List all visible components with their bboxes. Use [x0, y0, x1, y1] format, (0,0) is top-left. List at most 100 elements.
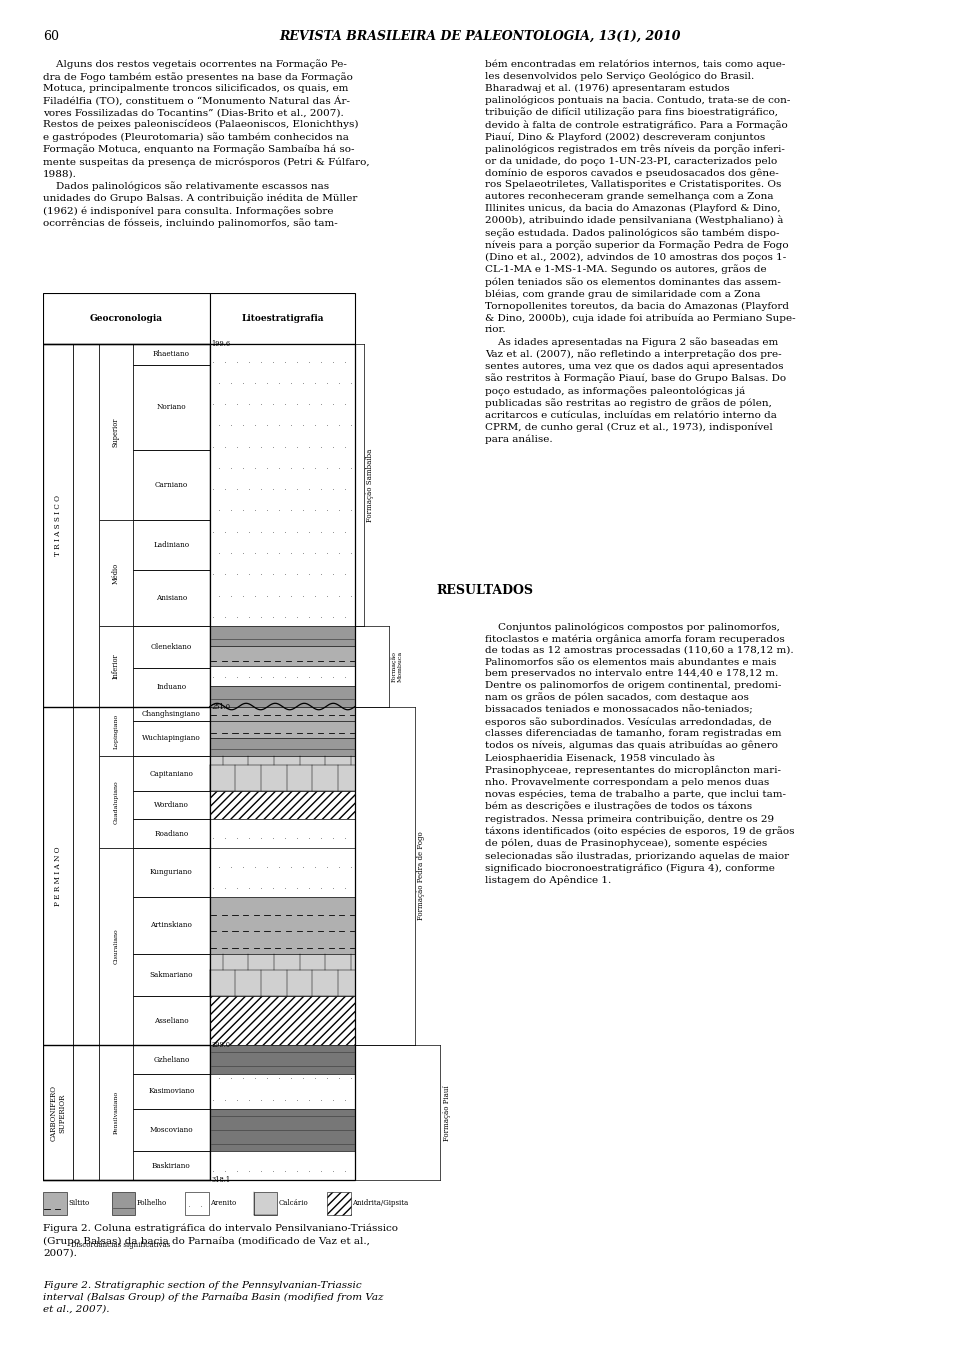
Text: Olenekiano: Olenekiano [151, 643, 192, 651]
Bar [210, 646, 355, 666]
Text: P E R M I A N O: P E R M I A N O [54, 847, 62, 906]
Bar [132, 570, 210, 625]
Text: Cisuraliano: Cisuraliano [113, 929, 118, 964]
Text: Moscoviano: Moscoviano [150, 1126, 193, 1134]
Text: Figure 2. Stratigraphic section of the Pennsylvanian-Triassic
interval (Balsas G: Figure 2. Stratigraphic section of the P… [43, 1281, 384, 1313]
Bar [99, 1046, 132, 1181]
Bar [132, 344, 210, 365]
Bar [210, 293, 355, 344]
Bar [43, 1046, 73, 1181]
Text: 318.1: 318.1 [211, 1177, 230, 1185]
Bar [132, 669, 210, 706]
Text: bém encontradas em relatórios internos, tais como aque-
les desenvolvidos pelo S: bém encontradas em relatórios internos, … [485, 59, 796, 443]
Bar [210, 344, 355, 1181]
Text: Litoestratigrafia: Litoestratigrafia [241, 314, 324, 322]
Bar [210, 1151, 355, 1181]
Text: Changhsingiano: Changhsingiano [142, 709, 201, 717]
Bar [210, 344, 355, 625]
Text: Calcário: Calcário [279, 1200, 309, 1208]
Text: 299.0: 299.0 [211, 1042, 230, 1049]
Bar [132, 791, 210, 820]
Text: Guadalupiano: Guadalupiano [113, 780, 118, 824]
Bar [132, 625, 210, 669]
Bar [132, 848, 210, 898]
Bar [210, 756, 355, 791]
Text: Superior: Superior [111, 417, 120, 446]
Bar [99, 706, 132, 756]
Bar [132, 820, 210, 848]
Text: Folhelho: Folhelho [137, 1200, 167, 1208]
Bar [132, 1073, 210, 1109]
Bar [73, 344, 99, 706]
Bar [210, 625, 355, 646]
Bar [210, 953, 355, 996]
Bar [132, 1151, 210, 1181]
Text: Formação Piauí: Formação Piauí [443, 1085, 450, 1140]
Bar [210, 666, 355, 686]
Bar [210, 820, 355, 848]
Bar [43, 344, 210, 1181]
Bar [132, 756, 210, 791]
Bar [132, 898, 210, 953]
Text: T R I A S S I C O: T R I A S S I C O [54, 495, 62, 555]
Text: Lopingiano: Lopingiano [113, 713, 118, 749]
Text: Baskiriano: Baskiriano [152, 1162, 191, 1170]
Text: Conjuntos palinológicos compostos por palinomorfos,
fitoclastos e matéria orgâni: Conjuntos palinológicos compostos por pa… [485, 623, 794, 886]
Text: Arenito: Arenito [210, 1200, 237, 1208]
Text: Kasimoviano: Kasimoviano [148, 1088, 195, 1096]
Text: CARBONIFERO
SUPERIOR: CARBONIFERO SUPERIOR [50, 1085, 67, 1140]
Text: Alguns dos restos vegetais ocorrentes na Formação Pe-
dra de Fogo também estão p: Alguns dos restos vegetais ocorrentes na… [43, 59, 370, 228]
Text: Wordiano: Wordiano [154, 801, 189, 809]
Text: Formação
Mombuca: Formação Mombuca [392, 651, 403, 682]
Bar [210, 739, 355, 756]
Bar [43, 706, 73, 1046]
Bar [99, 625, 132, 706]
Bar [99, 520, 132, 625]
Text: Discordâncias significativas: Discordâncias significativas [71, 1242, 170, 1250]
Bar [210, 706, 355, 721]
Bar [132, 721, 210, 756]
Bar [99, 344, 132, 520]
Bar [132, 365, 210, 449]
Text: Figura 2. Coluna estratigráfica do intervalo Pensilvaniano-Triássico
(Grupo Bals: Figura 2. Coluna estratigráfica do inter… [43, 1224, 398, 1258]
Bar [43, 1192, 66, 1215]
Bar [99, 848, 132, 1046]
Bar [132, 520, 210, 570]
Text: Médio: Médio [111, 562, 120, 584]
Text: Wuchiapingiano: Wuchiapingiano [142, 735, 201, 743]
Bar [132, 1046, 210, 1073]
Text: Anisiano: Anisiano [156, 594, 187, 601]
Bar [210, 686, 355, 706]
Text: RESULTADOS: RESULTADOS [436, 585, 534, 597]
Text: Rhaetiano: Rhaetiano [153, 350, 190, 359]
Text: Kunguriano: Kunguriano [150, 868, 193, 876]
Bar [132, 996, 210, 1046]
Text: Geocronologia: Geocronologia [90, 314, 163, 322]
Text: Sakmariano: Sakmariano [150, 971, 193, 979]
Text: Siltito: Siltito [68, 1200, 89, 1208]
Bar [210, 721, 355, 739]
Text: Carniano: Carniano [155, 481, 188, 489]
Text: Inferior: Inferior [111, 654, 120, 679]
Bar [210, 791, 355, 820]
Bar [132, 953, 210, 996]
Bar [73, 1046, 99, 1181]
Bar [210, 996, 355, 1046]
Bar [132, 1109, 210, 1151]
Text: Capitaniano: Capitaniano [150, 770, 193, 778]
Text: 60: 60 [43, 30, 60, 43]
Bar [210, 1073, 355, 1109]
Bar [132, 449, 210, 520]
Text: Noriano: Noriano [156, 403, 186, 411]
Bar [185, 1192, 208, 1215]
Text: Formação Pedra de Fogo: Formação Pedra de Fogo [417, 832, 425, 921]
Bar [111, 1192, 135, 1215]
Text: Asseliano: Asseliano [154, 1016, 189, 1024]
Text: 251.0: 251.0 [211, 702, 230, 710]
Text: Induano: Induano [156, 683, 186, 692]
Bar [210, 898, 355, 953]
Bar [73, 706, 99, 1046]
Text: Anidrita/Gipsita: Anidrita/Gipsita [352, 1200, 409, 1208]
Text: Gzheliano: Gzheliano [154, 1055, 189, 1064]
Text: Artinskiano: Artinskiano [151, 922, 192, 929]
